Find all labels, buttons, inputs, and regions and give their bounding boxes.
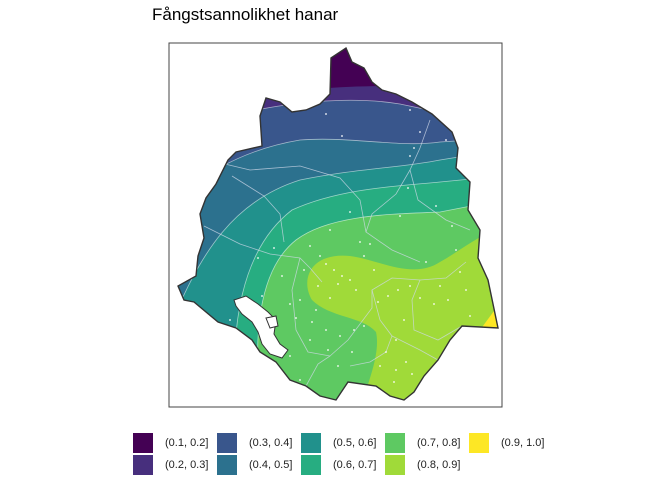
legend-swatch: [469, 433, 489, 453]
legend-item-3: (0.3, 0.4]: [217, 433, 292, 453]
legend-swatch: [133, 455, 153, 475]
legend-label: (0.7, 0.8]: [417, 437, 461, 449]
legend-swatch: [301, 455, 321, 475]
legend-label: (0.4, 0.5]: [249, 459, 293, 471]
legend-item-6: (0.6, 0.7]: [301, 455, 376, 475]
legend-swatch: [301, 433, 321, 453]
legend-item-9: (0.9, 1.0]: [469, 433, 544, 453]
legend-label: (0.9, 1.0]: [501, 437, 545, 449]
legend-item-5: (0.5, 0.6]: [301, 433, 376, 453]
legend-label: (0.1, 0.2]: [165, 437, 209, 449]
legend-swatch: [133, 433, 153, 453]
probability-map: [168, 42, 503, 408]
legend-swatch: [385, 433, 405, 453]
legend-item-4: (0.4, 0.5]: [217, 455, 292, 475]
chart-title: Fångstsannolikhet hanar: [152, 5, 339, 24]
legend-item-8: (0.8, 0.9]: [385, 455, 460, 475]
legend-item-1: (0.1, 0.2]: [133, 433, 208, 453]
legend-item-2: (0.2, 0.3]: [133, 455, 208, 475]
legend-label: (0.6, 0.7]: [333, 459, 377, 471]
legend-swatch: [385, 455, 405, 475]
map-frame: [168, 42, 503, 408]
legend-label: (0.8, 0.9]: [417, 459, 461, 471]
probability-bands: [178, 48, 498, 400]
municipal-boundaries: [203, 119, 471, 387]
legend-label: (0.2, 0.3]: [165, 459, 209, 471]
legend-swatch: [217, 433, 237, 453]
legend-label: (0.3, 0.4]: [249, 437, 293, 449]
region-outline: [177, 46, 499, 401]
legend-label: (0.5, 0.6]: [333, 437, 377, 449]
legend-swatch: [217, 455, 237, 475]
sample-points: [229, 109, 471, 387]
lakes: [233, 295, 289, 359]
legend-item-7: (0.7, 0.8]: [385, 433, 460, 453]
legend: (0.1, 0.2] (0.2, 0.3] (0.3, 0.4] (0.4, 0…: [133, 433, 573, 477]
